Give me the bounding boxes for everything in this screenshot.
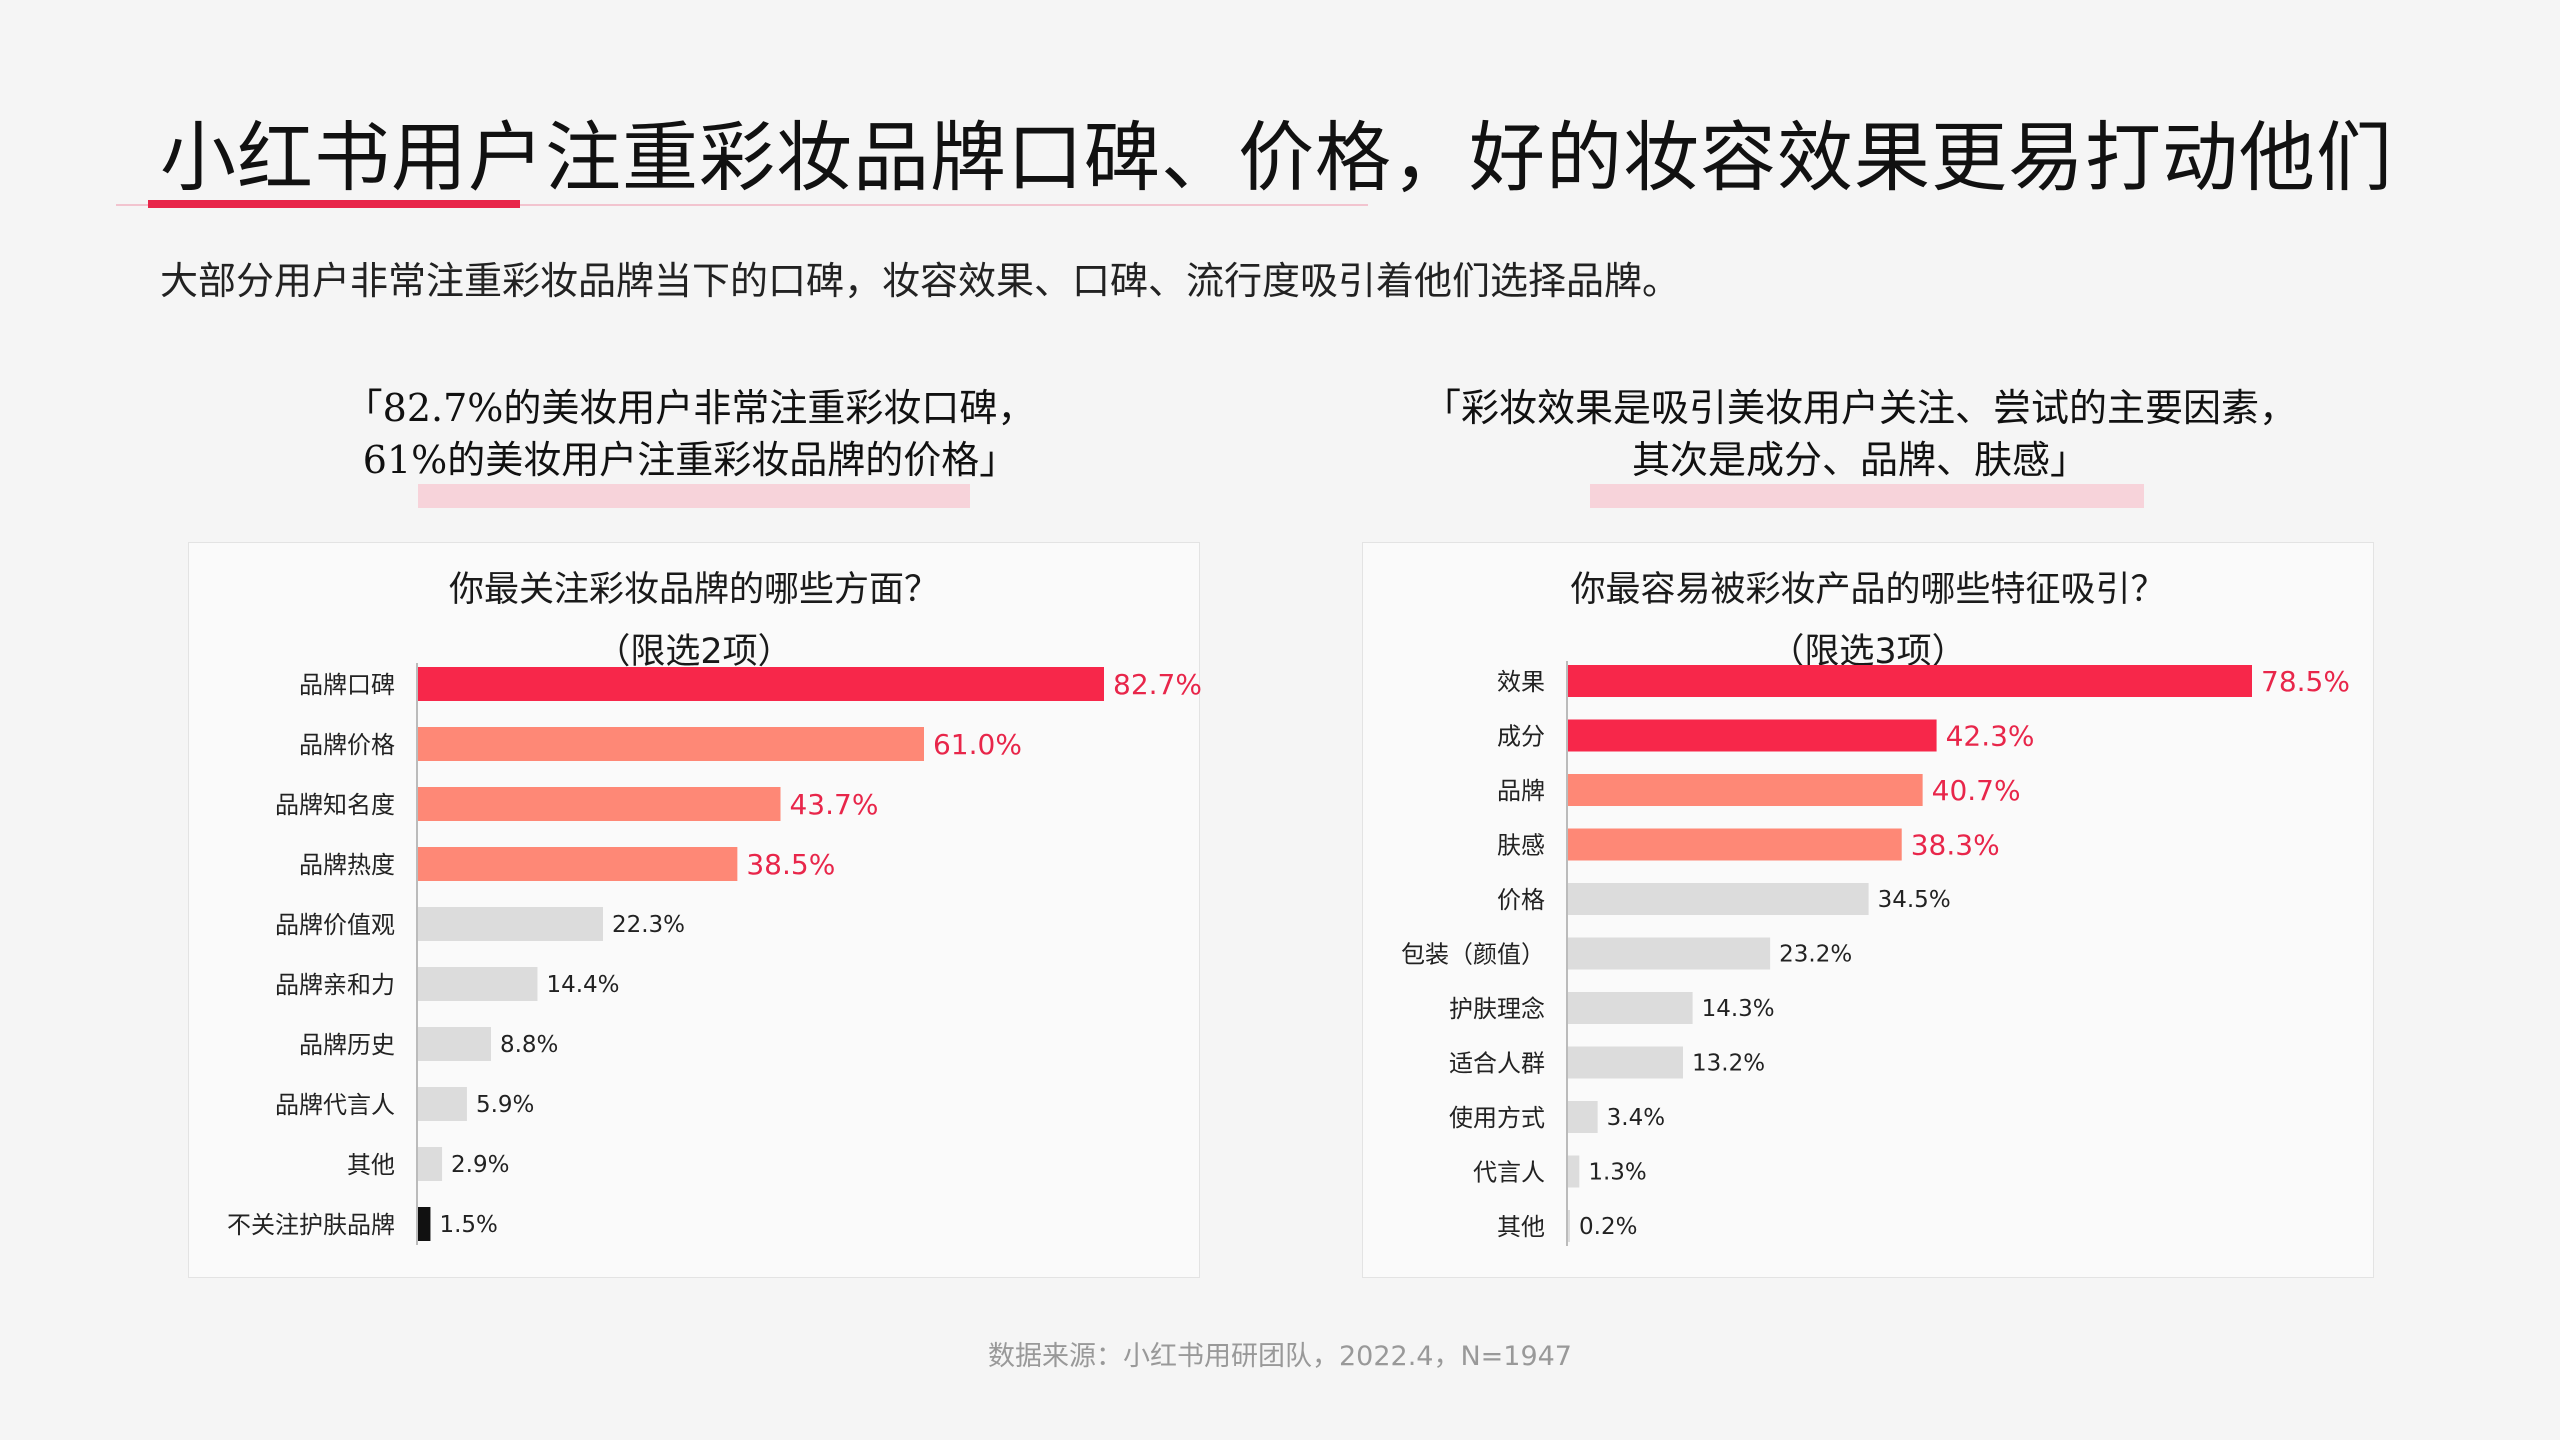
- title-accent-bar: [148, 200, 520, 208]
- left-chart-question: 你最关注彩妆品牌的哪些方面？: [448, 570, 939, 610]
- page-title: 小红书用户注重彩妆品牌口碑、价格，好的妆容效果更易打动他们: [160, 113, 2393, 202]
- right-quote: 「彩妆效果是吸引美妆用户关注、尝试的主要因素， 其次是成分、品牌、肤感」: [1330, 382, 2390, 486]
- left-quote-line1: 「82.7%的美妆用户非常注重彩妆口碑，: [344, 386, 1036, 430]
- left-quote: 「82.7%的美妆用户非常注重彩妆口碑， 61%的美妆用户注重彩妆品牌的价格」: [160, 382, 1220, 486]
- left-chart-question-note: （限选2项）: [595, 632, 793, 672]
- data-source: 数据来源：小红书用研团队，2022.4，N=1947: [987, 1341, 1572, 1372]
- left-quote-line2: 61%的美妆用户注重彩妆品牌的价格」: [362, 438, 1018, 482]
- right-quote-line2: 其次是成分、品牌、肤感」: [1631, 438, 2088, 482]
- right-chart-question: 你最容易被彩妆产品的哪些特征吸引？: [1570, 570, 2166, 610]
- page-subtitle: 大部分用户非常注重彩妆品牌当下的口碑，妆容效果、口碑、流行度吸引着他们选择品牌。: [160, 259, 1681, 303]
- title-divider: [116, 204, 1368, 206]
- left-chart-panel: 你最关注彩妆品牌的哪些方面？ （限选2项）: [188, 542, 1200, 1278]
- left-quote-highlight: [418, 484, 970, 508]
- right-chart-panel: 你最容易被彩妆产品的哪些特征吸引？ （限选3项）: [1362, 542, 2374, 1278]
- right-chart-question-note: （限选3项）: [1769, 632, 1967, 672]
- right-quote-line1: 「彩妆效果是吸引美妆用户关注、尝试的主要因素，: [1422, 386, 2297, 430]
- right-quote-highlight: [1590, 484, 2144, 508]
